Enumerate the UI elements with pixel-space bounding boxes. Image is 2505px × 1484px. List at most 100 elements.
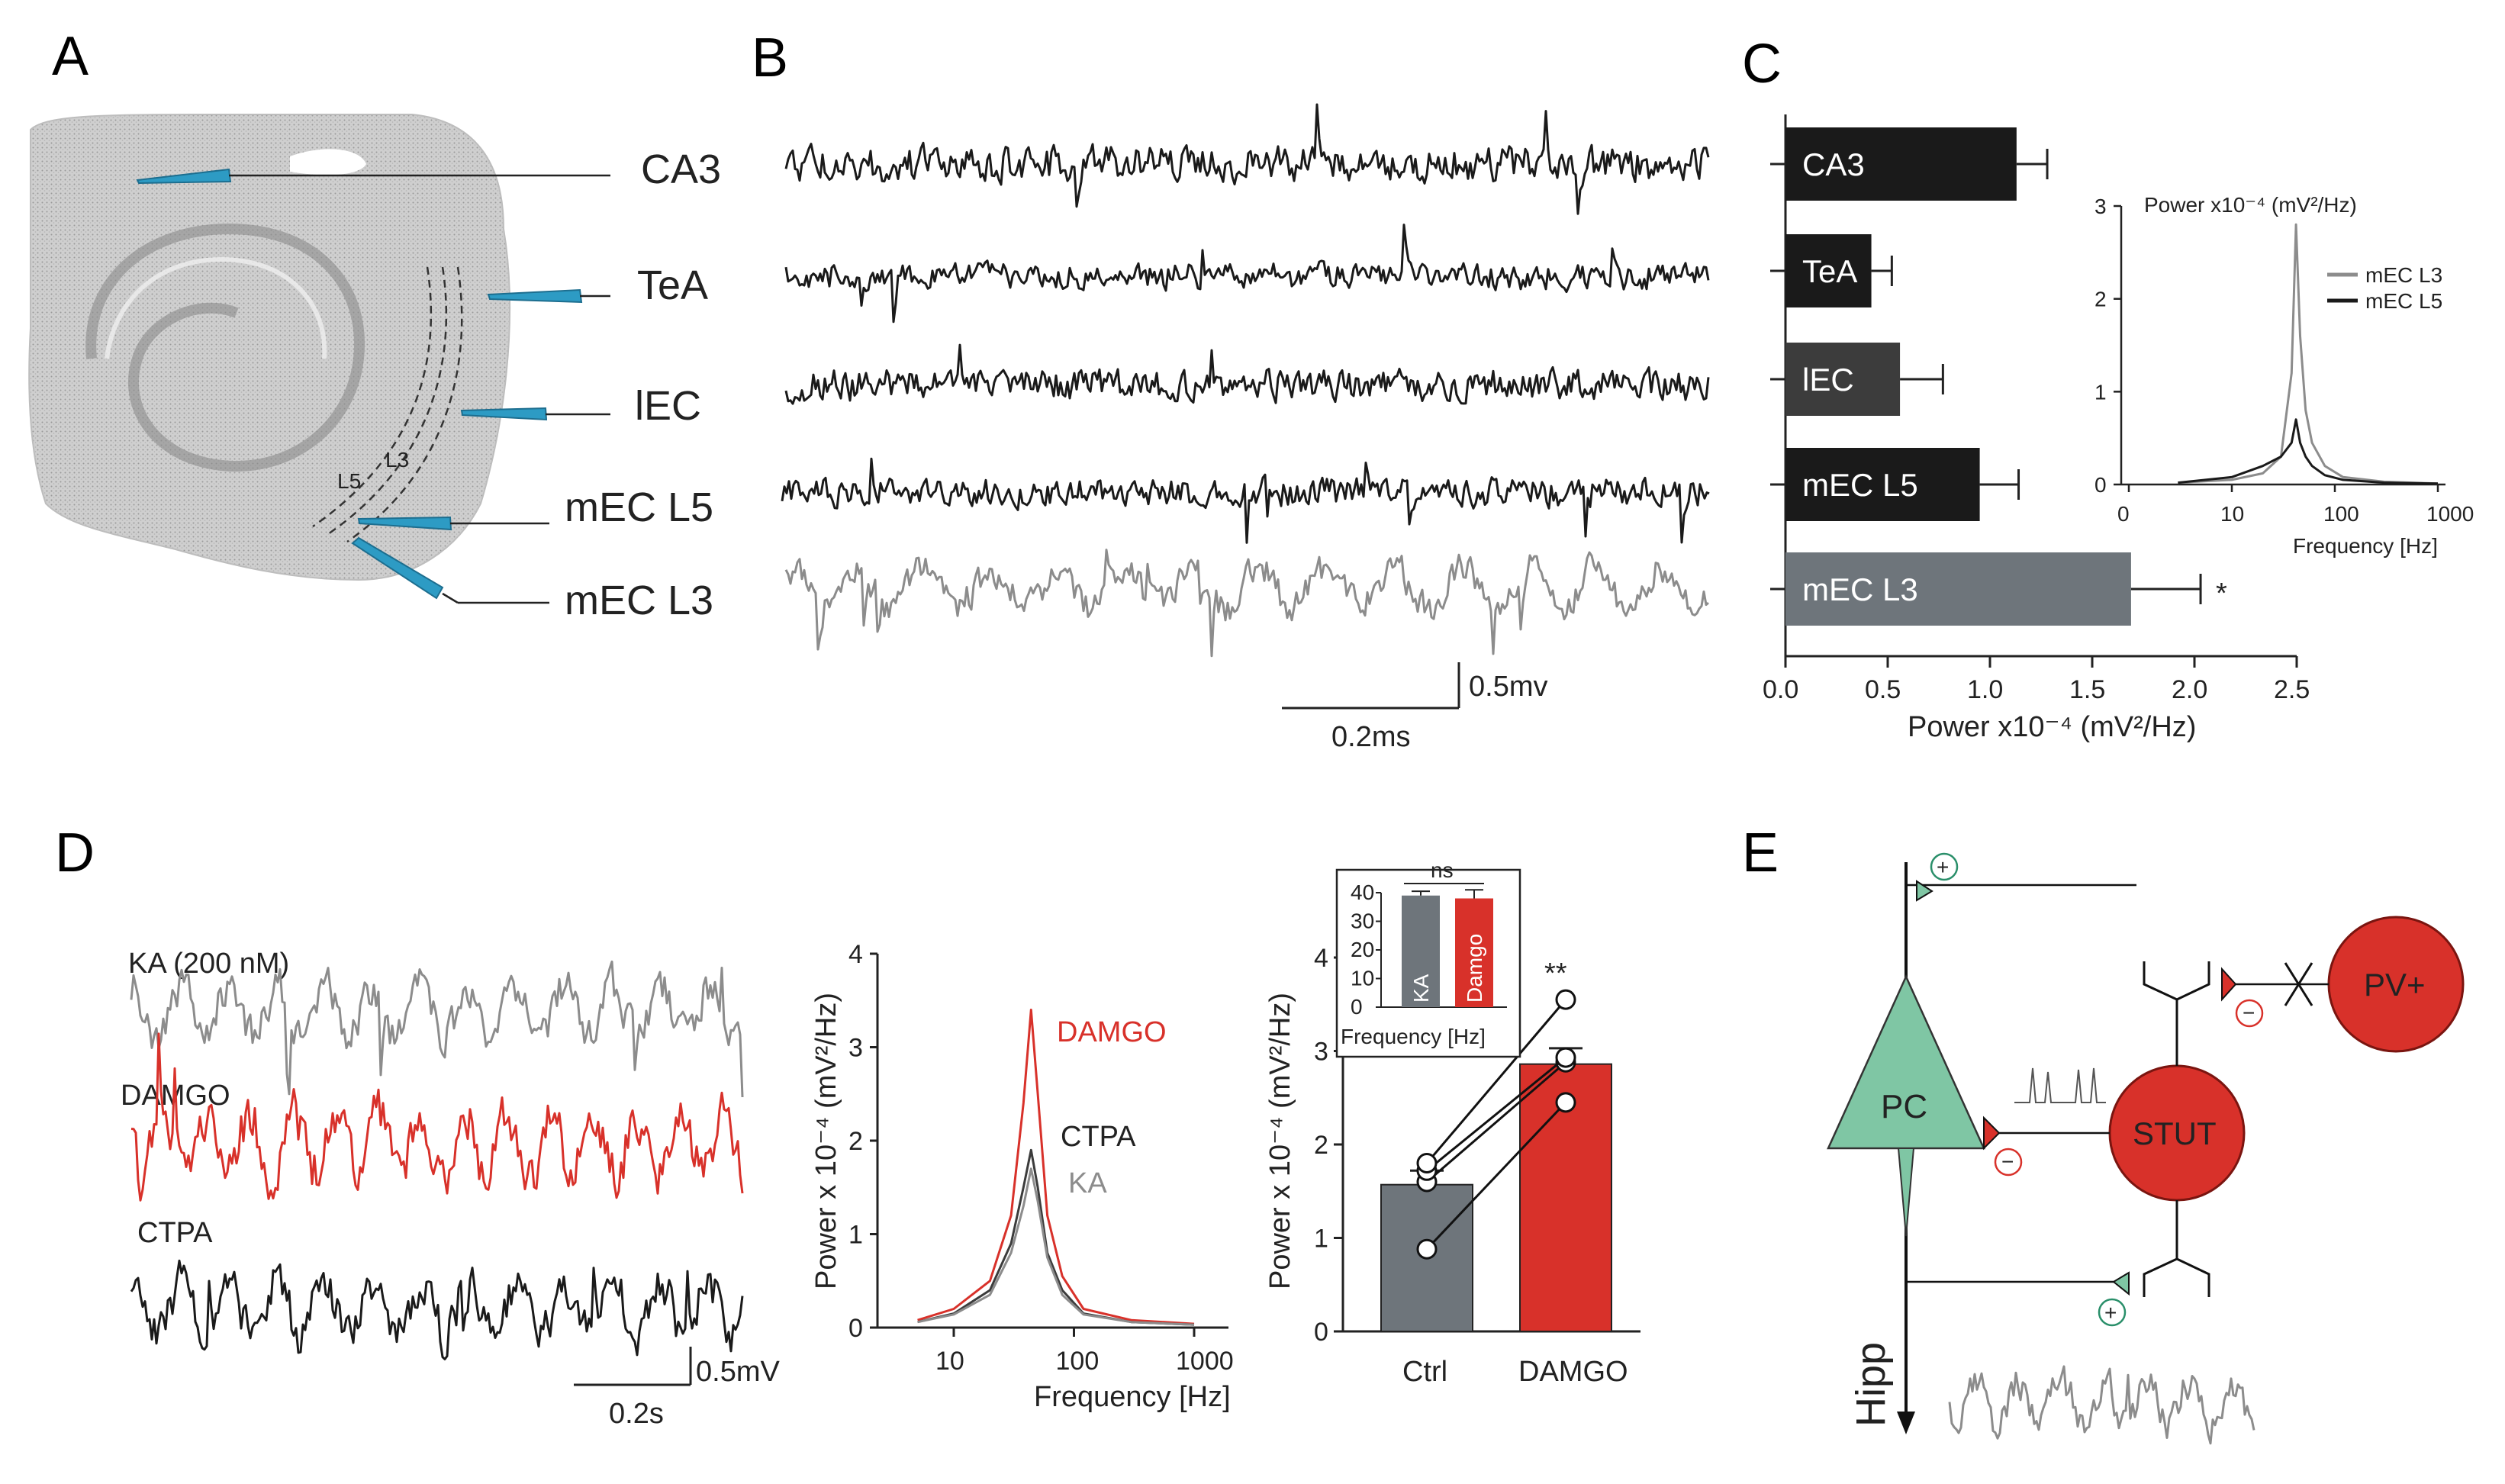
ds-y-label: Power x 10⁻⁴ (mV²/Hz) — [810, 993, 842, 1289]
scale-bar-d — [574, 1347, 692, 1386]
e-pv-block-icon — [2284, 962, 2313, 1006]
c-bar-3 — [1785, 448, 1980, 521]
c-inset-x-label: Frequency [Hz] — [2293, 534, 2438, 558]
c-xtick-label-4: 2.0 — [2172, 675, 2207, 704]
ci-ytick-label-2: 2 — [2094, 288, 2107, 311]
ds-line-ka — [917, 1167, 1195, 1326]
c-xtick-label-0: 0.0 — [1763, 675, 1798, 704]
region-label-lec: lEC — [635, 383, 701, 429]
trace-d-ka — [130, 960, 744, 1098]
di-ytick-label-1: 10 — [1351, 967, 1374, 990]
layer-label-l3: L3 — [385, 448, 409, 472]
di-bar-0 — [1402, 895, 1440, 1007]
scale-label-b-x: 0.2ms — [1331, 721, 1410, 753]
e-output-trace — [1948, 1365, 2255, 1445]
electrode-mec-l5 — [357, 516, 452, 531]
c-bar-label-0: CA3 — [1802, 146, 1865, 182]
di-ytick-label-0: 0 — [1351, 995, 1363, 1019]
e-pc-label: PC — [1881, 1088, 1927, 1125]
db-xtick-label-0: Ctrl — [1402, 1356, 1447, 1388]
c-bar-1 — [1785, 234, 1872, 307]
di-ytick-label-3: 30 — [1351, 909, 1374, 933]
trace-b-lec — [784, 343, 1710, 405]
e-axon-arrowhead — [1897, 1412, 1915, 1434]
ventricle — [290, 149, 366, 175]
panel-b: 0.5mv 0.2ms — [781, 103, 1710, 753]
c-sig-4: * — [2216, 578, 2227, 610]
db-sig: ** — [1544, 958, 1567, 990]
di-bar-label-1: Damgo — [1463, 934, 1486, 1003]
c-bar-label-2: lEC — [1802, 362, 1854, 398]
c-xtick-label-3: 1.5 — [2069, 675, 2105, 704]
ds-xtick-label-0: 10 — [935, 1347, 964, 1376]
hippocampus-inner — [105, 256, 327, 359]
ds-ytick-label-1: 1 — [848, 1221, 863, 1250]
scale-bar-b — [1282, 662, 1460, 710]
layer-boundary-l3 — [327, 266, 448, 536]
e-pv-synapse — [2221, 967, 2237, 1002]
ci-xtick-label-3: 1000 — [2426, 502, 2474, 526]
c-bar-label-4: mEC L3 — [1802, 571, 1918, 607]
db-xtick-label-1: DAMGO — [1518, 1356, 1628, 1388]
c-inset-legend-l5: mEC L5 — [2365, 289, 2442, 313]
e-pc-synapse — [2112, 1271, 2130, 1296]
electrode-lec — [460, 407, 548, 421]
ci-xtick-label-0: 0 — [2117, 502, 2130, 526]
db-point-damgo-0 — [1555, 1092, 1576, 1113]
db-pair-line-0 — [1425, 1101, 1567, 1251]
e-sign-plus-top — [1930, 852, 1959, 881]
db-ytick-label-4: 4 — [1314, 944, 1328, 973]
chart-c-inset: Power x10⁻⁴ (mV²/Hz) 0 1 2 3 0 10 100 1000 mEC … — [2094, 193, 2474, 558]
trace-b-mec-l5 — [781, 457, 1710, 544]
panel-d-traces: KA (200 nM) DAMGO CTPA 0.5mV 0.2s — [121, 948, 780, 1430]
ds-ytick-label-4: 4 — [848, 940, 863, 969]
db-pair-line-3 — [1425, 999, 1567, 1164]
panel-e: Hipp + PC STUT − PV+ — [1827, 852, 2465, 1445]
e-sign-plus-bottom-text: + — [2104, 1301, 2117, 1325]
db-point-damgo-2 — [1555, 1047, 1576, 1068]
scale-label-d-y: 0.5mV — [696, 1356, 780, 1388]
chart-d-bar: 0 1 2 3 4 Ctrl DAMGO ** Power x 10⁻⁴ (mV²/Hz) — [1264, 944, 1640, 1388]
scale-label-b-y: 0.5mv — [1469, 671, 1547, 703]
e-pv-label: PV+ — [2364, 967, 2426, 1003]
di-ytick-label-2: 20 — [1351, 938, 1374, 961]
electrode-mec-l3 — [351, 536, 444, 600]
ds-line-ctpa — [917, 1148, 1195, 1326]
c-bar-2 — [1785, 343, 1901, 416]
region-label-ca3: CA3 — [641, 146, 721, 192]
db-ytick-label-2: 2 — [1314, 1131, 1328, 1160]
c-xtick-label-5: 2.5 — [2274, 675, 2310, 704]
db-point-ctrl-3 — [1416, 1153, 1438, 1173]
brain-slice-image — [28, 114, 511, 581]
e-stut-synapse — [1983, 1115, 2001, 1151]
ds-label-ctpa: CTPA — [1061, 1121, 1136, 1153]
db-y-label: Power x 10⁻⁴ (mV²/Hz) — [1264, 993, 1296, 1289]
d-trace-label-ka: KA (200 nM) — [128, 948, 289, 980]
c-bar-0 — [1785, 127, 2017, 201]
panel-letter-c: C — [1742, 34, 1782, 95]
chart-d-inset: 0 10 20 30 40 KA Damgo ns Frequency [Hz] — [1335, 858, 1521, 1058]
c-inset-legend-l3: mEC L3 — [2365, 263, 2442, 287]
layer-boundary-l5 — [312, 266, 433, 528]
ds-line-damgo — [917, 1009, 1195, 1325]
c-bar-label-3: mEC L5 — [1802, 467, 1918, 503]
db-ytick-label-0: 0 — [1314, 1318, 1328, 1347]
ci-xtick-label-1: 10 — [2220, 502, 2244, 526]
electrode-ca3 — [136, 168, 232, 185]
ds-label-ka: KA — [1068, 1167, 1107, 1199]
ds-ytick-label-3: 3 — [848, 1034, 863, 1063]
panel-letter-d: D — [55, 822, 95, 884]
panel-letter-e: E — [1742, 822, 1779, 884]
di-bar-label-0: KA — [1409, 974, 1433, 1003]
ds-label-damgo: DAMGO — [1057, 1016, 1167, 1048]
db-point-ctrl-0 — [1416, 1238, 1438, 1260]
di-bar-1 — [1455, 898, 1493, 1007]
c-bar-4 — [1785, 552, 2131, 626]
db-point-damgo-3 — [1555, 989, 1576, 1010]
e-sign-minus-pv-text: − — [2243, 1001, 2255, 1025]
layer-label-l5: L5 — [337, 469, 361, 493]
ds-x-label: Frequency [Hz] — [1034, 1381, 1231, 1413]
c-inset-title: Power x10⁻⁴ (mV²/Hz) — [2144, 193, 2357, 217]
db-pair-line-2 — [1426, 1056, 1566, 1172]
layer-boundary-l5b — [346, 266, 463, 543]
